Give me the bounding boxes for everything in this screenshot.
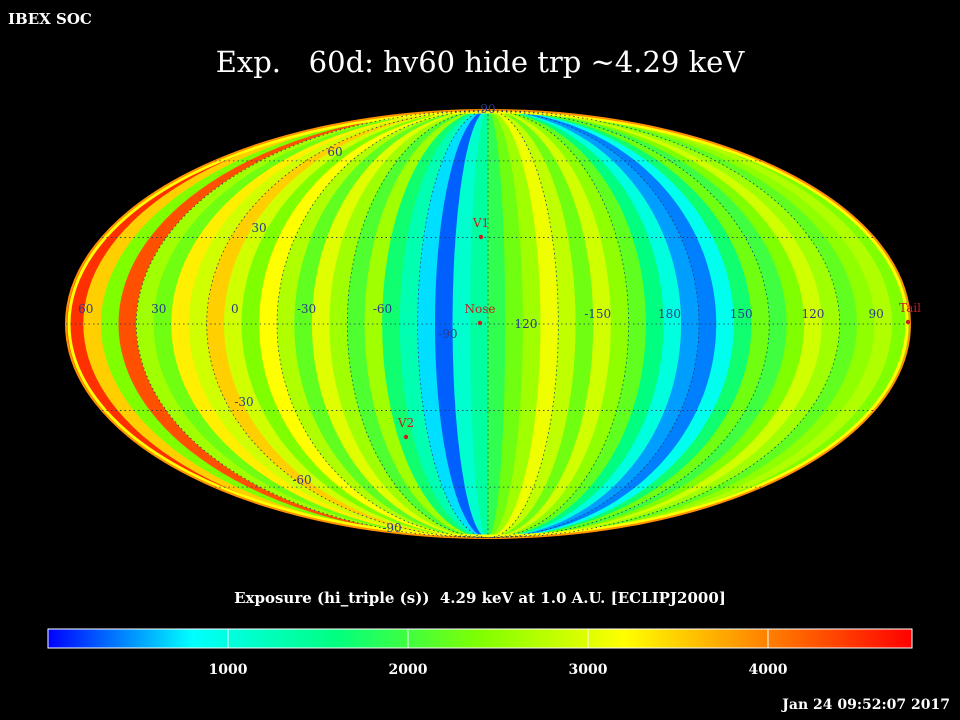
latitude-label: 60 [327,145,342,159]
colorbar-tick-label: 4000 [749,662,788,678]
colorbar-caption: Exposure (hi_triple (s)) 4.29 keV at 1.0… [234,589,726,607]
marker-label: V2 [397,416,414,430]
marker-dot [477,320,483,326]
longitude-label: 180 [658,307,681,321]
timestamp: Jan 24 09:52:07 2017 [780,697,950,713]
marker-dot [403,434,409,440]
rim-inner [67,110,909,538]
longitude-label: 120 [801,307,824,321]
colorbar: 1000 2000 3000 4000 [47,628,913,678]
latitude-labels: 90 60 30 -30 -60 -90 [234,102,495,535]
chart-title: Exp. 60d: hv60 hide trp ~4.29 keV [216,45,746,79]
sky-map: 60 30 0 -30 -60 -90 120 -150 180 150 120 90 90 60 30 -… [65,102,921,539]
grid-meridian [487,110,630,538]
grid-meridian [346,110,489,538]
longitude-label: 90 [869,307,884,321]
colorbar-tick-label: 2000 [389,662,428,678]
marker-label: Nose [465,302,496,316]
exposure-strips [66,110,910,538]
coordinate-grid [66,110,910,538]
grid-meridian [276,110,489,538]
longitude-label: -150 [584,307,611,321]
latitude-label: -90 [382,521,401,535]
colorbar-tick-label: 1000 [209,662,248,678]
latitude-label: -60 [292,473,311,487]
longitude-label: 30 [151,302,166,316]
colorbar-tick-label: 3000 [569,662,608,678]
latitude-label: 90 [480,102,495,116]
longitude-label: 60 [78,302,93,316]
marker-label: Tail [899,301,921,315]
longitude-labels: 60 30 0 -30 -60 -90 120 -150 180 150 120 90 [78,302,884,341]
latitude-label: 30 [251,221,266,235]
longitude-label: -30 [297,302,316,316]
latitude-label: -30 [234,395,253,409]
sky-markers: V1 Nose V2 Tail [397,216,921,440]
marker-dot [478,234,484,240]
longitude-label: 0 [231,302,239,316]
longitude-label: 150 [730,307,753,321]
org-label: IBEX SOC [8,10,92,28]
colorbar-gradient [47,628,913,649]
colorbar-ticks: 1000 2000 3000 4000 [209,629,788,678]
longitude-label: 120 [515,317,538,331]
longitude-label: -60 [373,302,392,316]
marker-dot [905,319,911,325]
longitude-label: -90 [438,327,457,341]
marker-label: V1 [472,216,489,230]
